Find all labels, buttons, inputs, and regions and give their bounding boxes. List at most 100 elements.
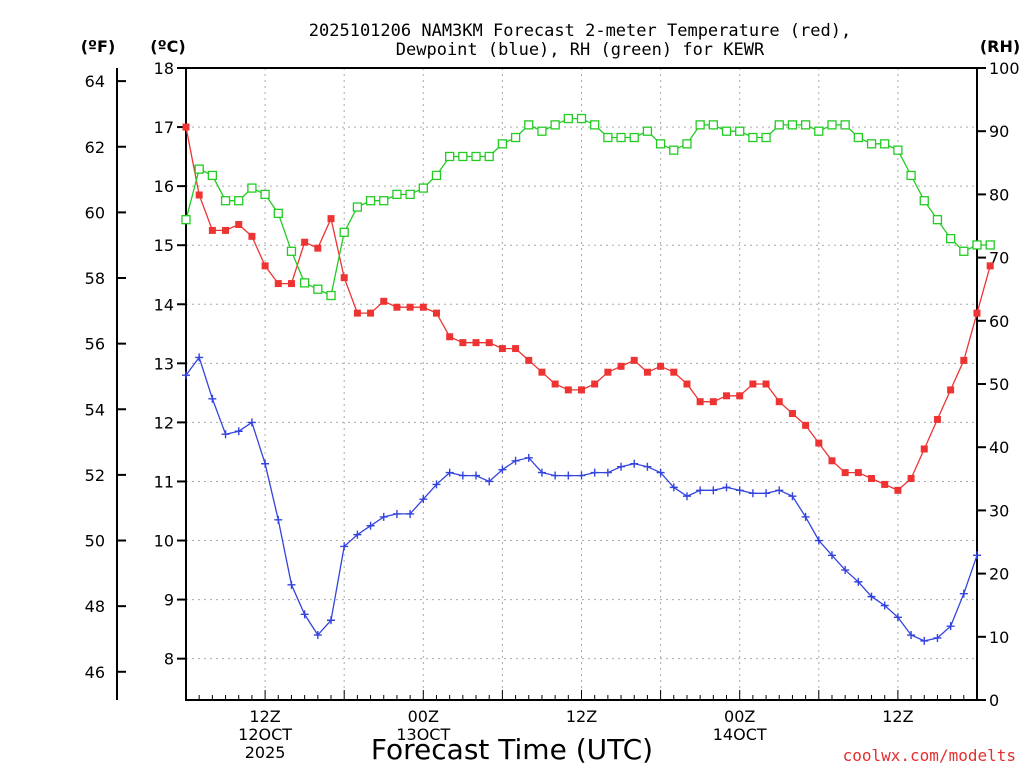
temperature-point [920,445,928,453]
rh-point [563,113,573,124]
rh-point [721,126,732,136]
dewpoint-point [867,592,876,601]
dewpoint-point [458,471,467,480]
temperature-point [367,309,375,317]
dewpoint-point [261,459,270,468]
rh-point [550,120,560,130]
temperature-point [432,309,440,317]
rh-point [497,139,508,149]
rh-point [313,284,323,294]
temperature-point [696,398,704,406]
dewpoint-point [551,471,560,480]
rh-tick-label: 10 [989,628,1009,647]
rh-tick-label: 80 [989,185,1009,204]
rh-point [220,196,231,206]
temperature-point [314,244,322,252]
temperature-point [261,262,269,270]
dewpoint-point [959,589,968,598]
rh-point [405,189,415,200]
rh-point [945,233,956,244]
temperature-point [248,232,256,240]
temperature-point [551,380,559,388]
temperature-point [670,368,678,376]
rh-point [985,240,995,250]
temperature-point [775,398,783,406]
series-layer [181,113,995,645]
rh-point [537,126,547,136]
credit-link[interactable]: coolwx.com/modelts [843,746,1016,765]
celsius-tick-label: 18 [154,59,174,78]
rh-tick-label: 90 [989,122,1009,141]
temperature-point [657,362,665,370]
rh-tick-label: 60 [989,312,1009,331]
dewpoint-point [656,468,665,477]
temperature-point [709,398,717,406]
temperature-point [485,339,493,347]
rh-point [352,202,363,212]
dewpoint-point [366,521,375,530]
rh-point [510,132,521,143]
dewpoint-point [472,471,481,480]
fahrenheit-tick-label: 54 [85,400,105,419]
temperature-point [195,191,203,199]
time-tick-label: 00Z [724,707,755,726]
dewpoint-point [221,430,230,439]
rh-point [748,132,758,143]
temperature-point [578,386,585,394]
celsius-tick-label: 10 [154,532,174,551]
rh-point [181,215,191,225]
dewpoint-point [682,492,691,501]
rh-point [655,139,666,149]
rh-point [682,139,692,149]
rh-point [207,170,218,181]
dewpoint-point [762,489,771,498]
rh-point [853,132,863,143]
dewpoint-point [406,509,415,518]
rh-tick-label: 50 [989,375,1009,394]
dewpoint-point [617,462,626,471]
rh-point [431,170,442,181]
celsius-axis-ticks: 8 9 10 11 12 13 14 15 16 17 18 [154,59,186,669]
rh-point [234,196,244,206]
dewpoint-point [946,622,955,631]
temperature-point [683,380,691,388]
temperature-point [498,345,506,353]
dewpoint-point [195,353,204,362]
celsius-tick-label: 9 [164,591,174,610]
rh-point [695,120,705,130]
dewpoint-point [841,566,850,575]
dewpoint-point [379,512,388,521]
dewpoint-point [274,515,283,524]
rh-tick-label: 20 [989,565,1009,584]
rh-point [972,240,982,250]
rh-point [959,246,969,256]
temperature-point [327,215,335,223]
celsius-tick-label: 17 [154,118,174,137]
fahrenheit-tick-label: 56 [85,335,105,354]
rh-point [524,120,534,130]
rh-point [458,151,468,162]
dewpoint-point [854,577,863,586]
rh-point [260,189,270,200]
temperature-point [604,368,612,376]
dewpoint-point [630,459,639,468]
dewpoint-point [247,418,256,427]
dewpoint-point [722,483,731,492]
temperature-point [472,339,480,347]
dewpoint-point [590,468,599,477]
celsius-tick-label: 14 [154,295,174,314]
celsius-tick-label: 12 [154,413,174,432]
rh-point [800,120,811,130]
temperature-point [736,392,744,400]
rh-point [339,227,349,237]
celsius-unit-label: (ºC) [150,37,185,56]
dewpoint-point [182,371,190,380]
dewpoint-point [696,486,705,495]
dewpoint-point [973,551,981,560]
time-tick-label: 2025 [245,743,286,762]
temperature-point [340,274,348,282]
temperature-point [881,480,889,488]
temperature-point [828,457,836,465]
temperature-point [933,415,941,423]
